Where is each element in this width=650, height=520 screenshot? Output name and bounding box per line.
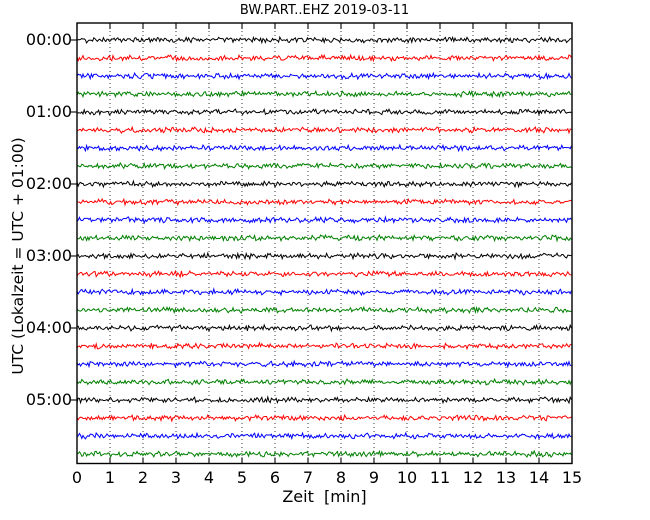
trace-03:15 <box>76 269 572 279</box>
trace-02:00 <box>76 179 572 189</box>
trace-03:00 <box>76 251 572 261</box>
x-tick-label-0: 0 <box>71 468 83 487</box>
x-tick-label-2: 2 <box>137 468 149 487</box>
y-tick-label-04:00: 04:00 <box>25 318 72 337</box>
trace-01:15 <box>76 125 572 135</box>
y-tick-label-00:00: 00:00 <box>25 30 72 49</box>
x-tick-label-14: 14 <box>528 468 550 487</box>
trace-03:45 <box>76 305 572 315</box>
x-tick-label-6: 6 <box>269 468 281 487</box>
trace-04:30 <box>76 359 572 369</box>
trace-05:15 <box>76 413 572 423</box>
plot-title: BW.PART..EHZ 2019-03-11 <box>239 3 410 18</box>
x-tick-label-3: 3 <box>170 468 182 487</box>
trace-05:45 <box>76 449 572 459</box>
trace-00:45 <box>76 89 572 99</box>
trace-04:15 <box>76 341 572 351</box>
x-tick-label-4: 4 <box>203 468 215 487</box>
trace-05:00 <box>76 395 572 405</box>
axes-frame <box>76 22 573 465</box>
trace-01:45 <box>76 161 572 171</box>
x-tick-label-9: 9 <box>368 468 380 487</box>
y-tick-label-02:00: 02:00 <box>25 174 72 193</box>
trace-03:30 <box>76 287 572 297</box>
trace-02:45 <box>76 233 572 243</box>
x-tick-label-8: 8 <box>335 468 347 487</box>
trace-04:45 <box>76 377 572 387</box>
trace-05:30 <box>76 431 572 441</box>
x-tick-label-12: 12 <box>462 468 484 487</box>
x-tick-label-13: 13 <box>495 468 517 487</box>
x-tick-label-11: 11 <box>429 468 451 487</box>
trace-01:00 <box>76 107 572 117</box>
x-tick-label-7: 7 <box>302 468 314 487</box>
trace-00:00 <box>76 35 572 45</box>
y-tick-label-01:00: 01:00 <box>25 102 72 121</box>
trace-01:30 <box>76 143 572 153</box>
trace-02:30 <box>76 215 572 225</box>
y-tick-label-05:00: 05:00 <box>25 390 72 409</box>
x-tick-label-5: 5 <box>236 468 248 487</box>
trace-00:30 <box>76 71 572 81</box>
x-tick-label-10: 10 <box>396 468 418 487</box>
trace-04:00 <box>76 323 572 333</box>
trace-00:15 <box>76 53 572 63</box>
x-tick-label-15: 15 <box>561 468 583 487</box>
trace-02:15 <box>76 197 572 207</box>
x-tick-label-1: 1 <box>104 468 116 487</box>
y-tick-label-03:00: 03:00 <box>25 246 72 265</box>
x-axis-label: Zeit [min] <box>282 487 367 506</box>
